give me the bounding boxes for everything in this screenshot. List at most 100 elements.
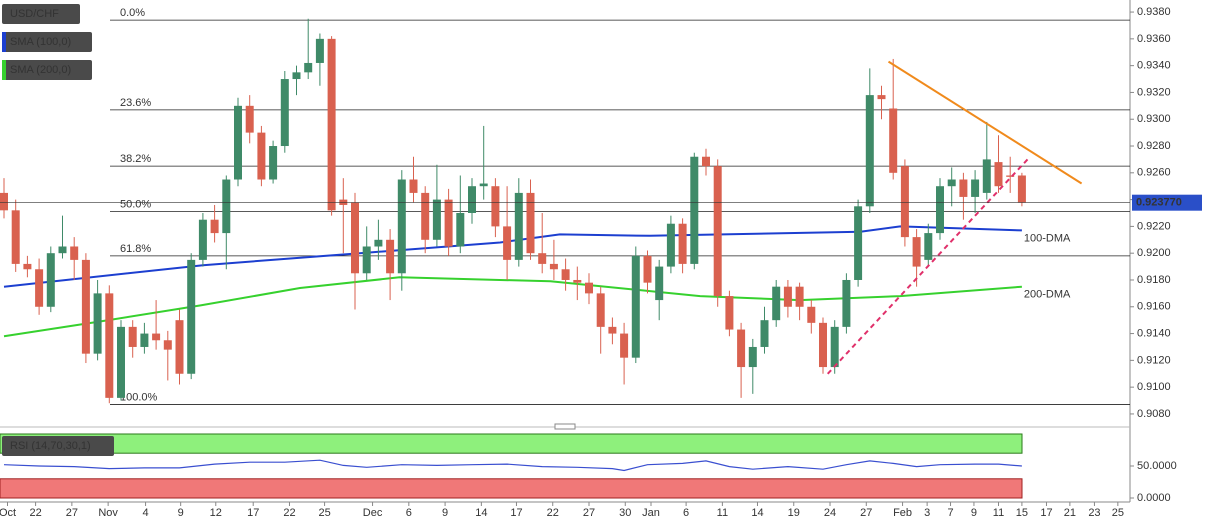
candle-body [830,326,839,368]
candle-body [152,333,161,341]
candle-body [549,263,558,270]
x-tick-label: 9 [442,507,448,519]
y-tick-label: 0.9120 [1137,354,1171,366]
y-tick-label: 0.9260 [1137,167,1171,179]
y-tick-label: 0.9320 [1137,86,1171,98]
candle-body [819,322,827,368]
legend-label: SMA (200,0) [10,64,71,76]
y-tick-label: 0.9300 [1137,113,1171,125]
x-tick-label: Feb [893,507,912,519]
fib-label: 50.0% [120,199,151,211]
candle-body [46,253,55,307]
splitter [554,423,576,430]
candle-body [994,162,1003,187]
x-tick-label: 25 [318,507,330,519]
x-tick-label: 17 [510,507,522,519]
fib-label: 23.6% [120,97,151,109]
x-tick-label: Jan [642,507,660,519]
candle-body [666,223,675,267]
candle-body [900,166,909,238]
x-tick-label: 6 [683,507,689,519]
candle-body [479,183,488,187]
rsi-y-tick-label: 0.0000 [1137,492,1171,504]
candle-body [432,199,441,240]
candle-body [81,259,90,354]
legend-box [2,32,92,52]
x-tick-label: 3 [924,507,930,519]
legend-label: SMA (100,0) [10,36,71,48]
x-tick-label: 4 [143,507,149,519]
legend-swatch [2,32,6,52]
candle-body [1006,175,1015,177]
x-tick-label: 6 [406,507,412,519]
candle-body [257,132,266,180]
fib-label: 0.0% [120,7,145,19]
candle-body [772,286,781,321]
candle-body [304,62,313,73]
x-tick-label: 23 [1088,507,1100,519]
candle-body [877,95,886,100]
candle-body [374,239,383,247]
candle-body [11,210,20,264]
candle-body [585,282,593,294]
candle-body [105,293,114,398]
rsi-title: RSI (14,70,30,1) [10,440,91,452]
x-tick-label: 22 [547,507,559,519]
x-tick-label: 19 [788,507,800,519]
candle-body [292,72,301,80]
y-tick-label: 0.9100 [1137,381,1171,393]
candle-body [713,166,722,297]
trendline [826,156,1031,375]
candle-body [924,233,933,260]
candle-body [959,179,968,197]
legend-box [2,436,114,456]
candle-body [397,179,406,274]
candle-body [140,333,149,347]
candle-body [503,226,512,260]
x-tick-label: 11 [993,507,1004,519]
last-price-tag [1132,194,1202,211]
candle-body [362,246,371,274]
candle-body [795,286,804,307]
candle-body [912,237,921,267]
x-tick-label: 27 [66,507,78,519]
candle-body [269,146,278,180]
ma-label: 100-DMA [1024,232,1071,244]
candle-body [187,259,196,374]
candle-body [0,192,8,211]
x-tick-label: 22 [283,507,295,519]
trendline [887,60,1083,185]
legend-box [2,4,80,24]
candle-body [175,320,184,374]
candle-body [210,219,219,234]
x-tick-label: 27 [583,507,595,519]
candle-body [280,79,289,147]
candle-body [854,206,863,280]
candle-body [526,192,535,254]
x-tick-label: 15 [1016,507,1028,519]
fib-label: 38.2% [120,153,151,165]
x-tick-label: 14 [475,507,487,519]
candle-body [245,105,254,133]
x-tick-label: 12 [210,507,222,519]
candle-body [620,333,629,358]
candle-body [198,219,207,260]
candle-body [234,105,242,180]
candle-body [315,38,324,63]
x-tick-label: 30 [619,507,631,519]
rsi-oversold-band [0,478,1023,499]
candle-body [889,108,898,173]
candle-body [35,269,44,307]
candle-body [947,179,956,187]
x-tick-label: 9 [178,507,184,519]
rsi-overbought-band [0,433,1023,454]
candle-body [725,296,734,330]
candle-body [538,253,547,264]
candle-body [491,186,500,227]
y-tick-label: 0.9380 [1137,6,1171,18]
candle-body [596,293,605,327]
candle-body [163,340,172,350]
candle-body [971,179,980,197]
candle-body [783,286,792,307]
